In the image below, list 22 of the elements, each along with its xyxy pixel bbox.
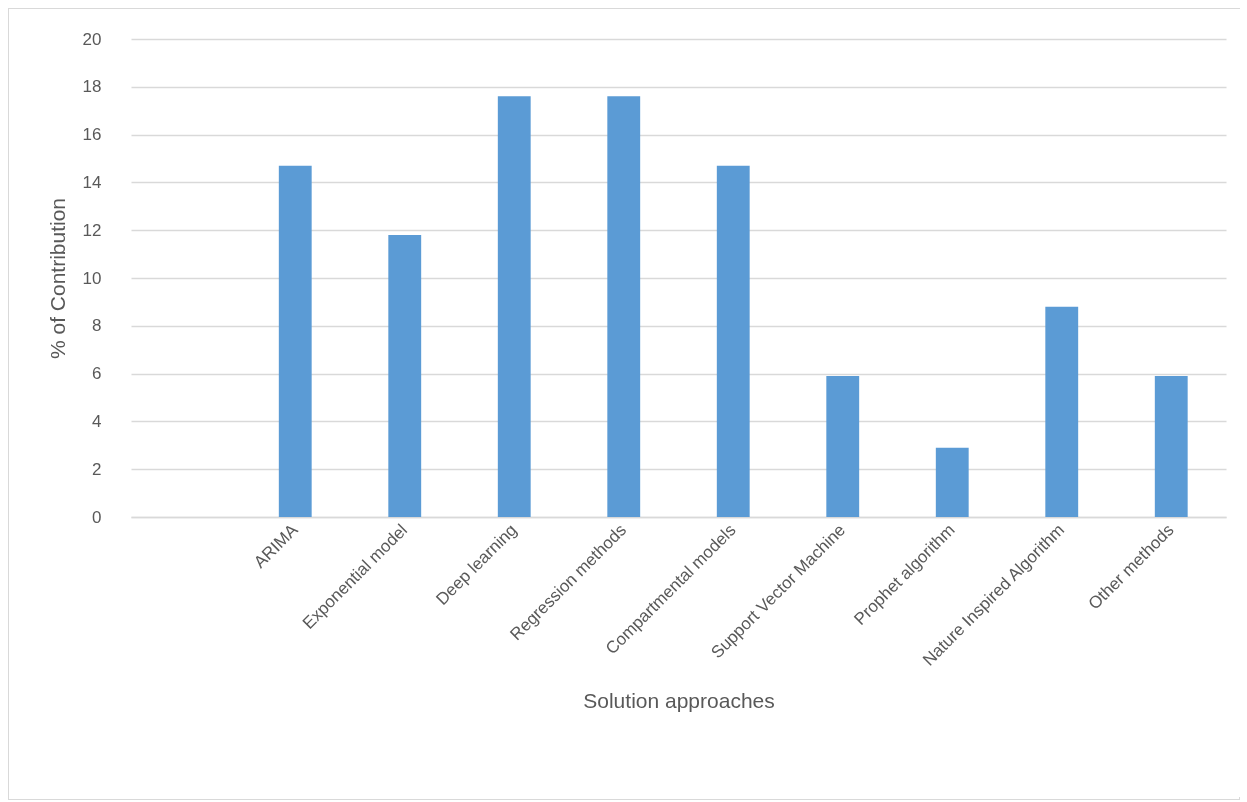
y-tick-label: 14 — [82, 172, 102, 192]
y-tick-label: 0 — [92, 507, 102, 527]
bar — [278, 165, 312, 517]
y-tick-label: 6 — [92, 364, 102, 384]
y-tick-label: 2 — [92, 459, 102, 479]
bar — [826, 375, 860, 517]
y-tick-label: 12 — [82, 220, 102, 240]
bar — [497, 96, 531, 517]
bar — [1154, 375, 1188, 517]
bar — [607, 96, 641, 517]
y-tick-label: 8 — [92, 316, 102, 336]
y-tick-label: 18 — [82, 77, 102, 97]
bar — [716, 165, 750, 517]
y-tick-label: 16 — [82, 125, 102, 145]
x-axis-title: Solution approaches — [583, 689, 775, 713]
bar — [388, 234, 422, 517]
y-axis-title: % of Contribution — [45, 197, 69, 360]
bar — [935, 447, 969, 517]
y-tick-label: 4 — [92, 411, 102, 431]
y-tick-label: 20 — [82, 29, 102, 49]
bar — [1045, 306, 1079, 517]
y-tick-label: 10 — [82, 268, 102, 288]
